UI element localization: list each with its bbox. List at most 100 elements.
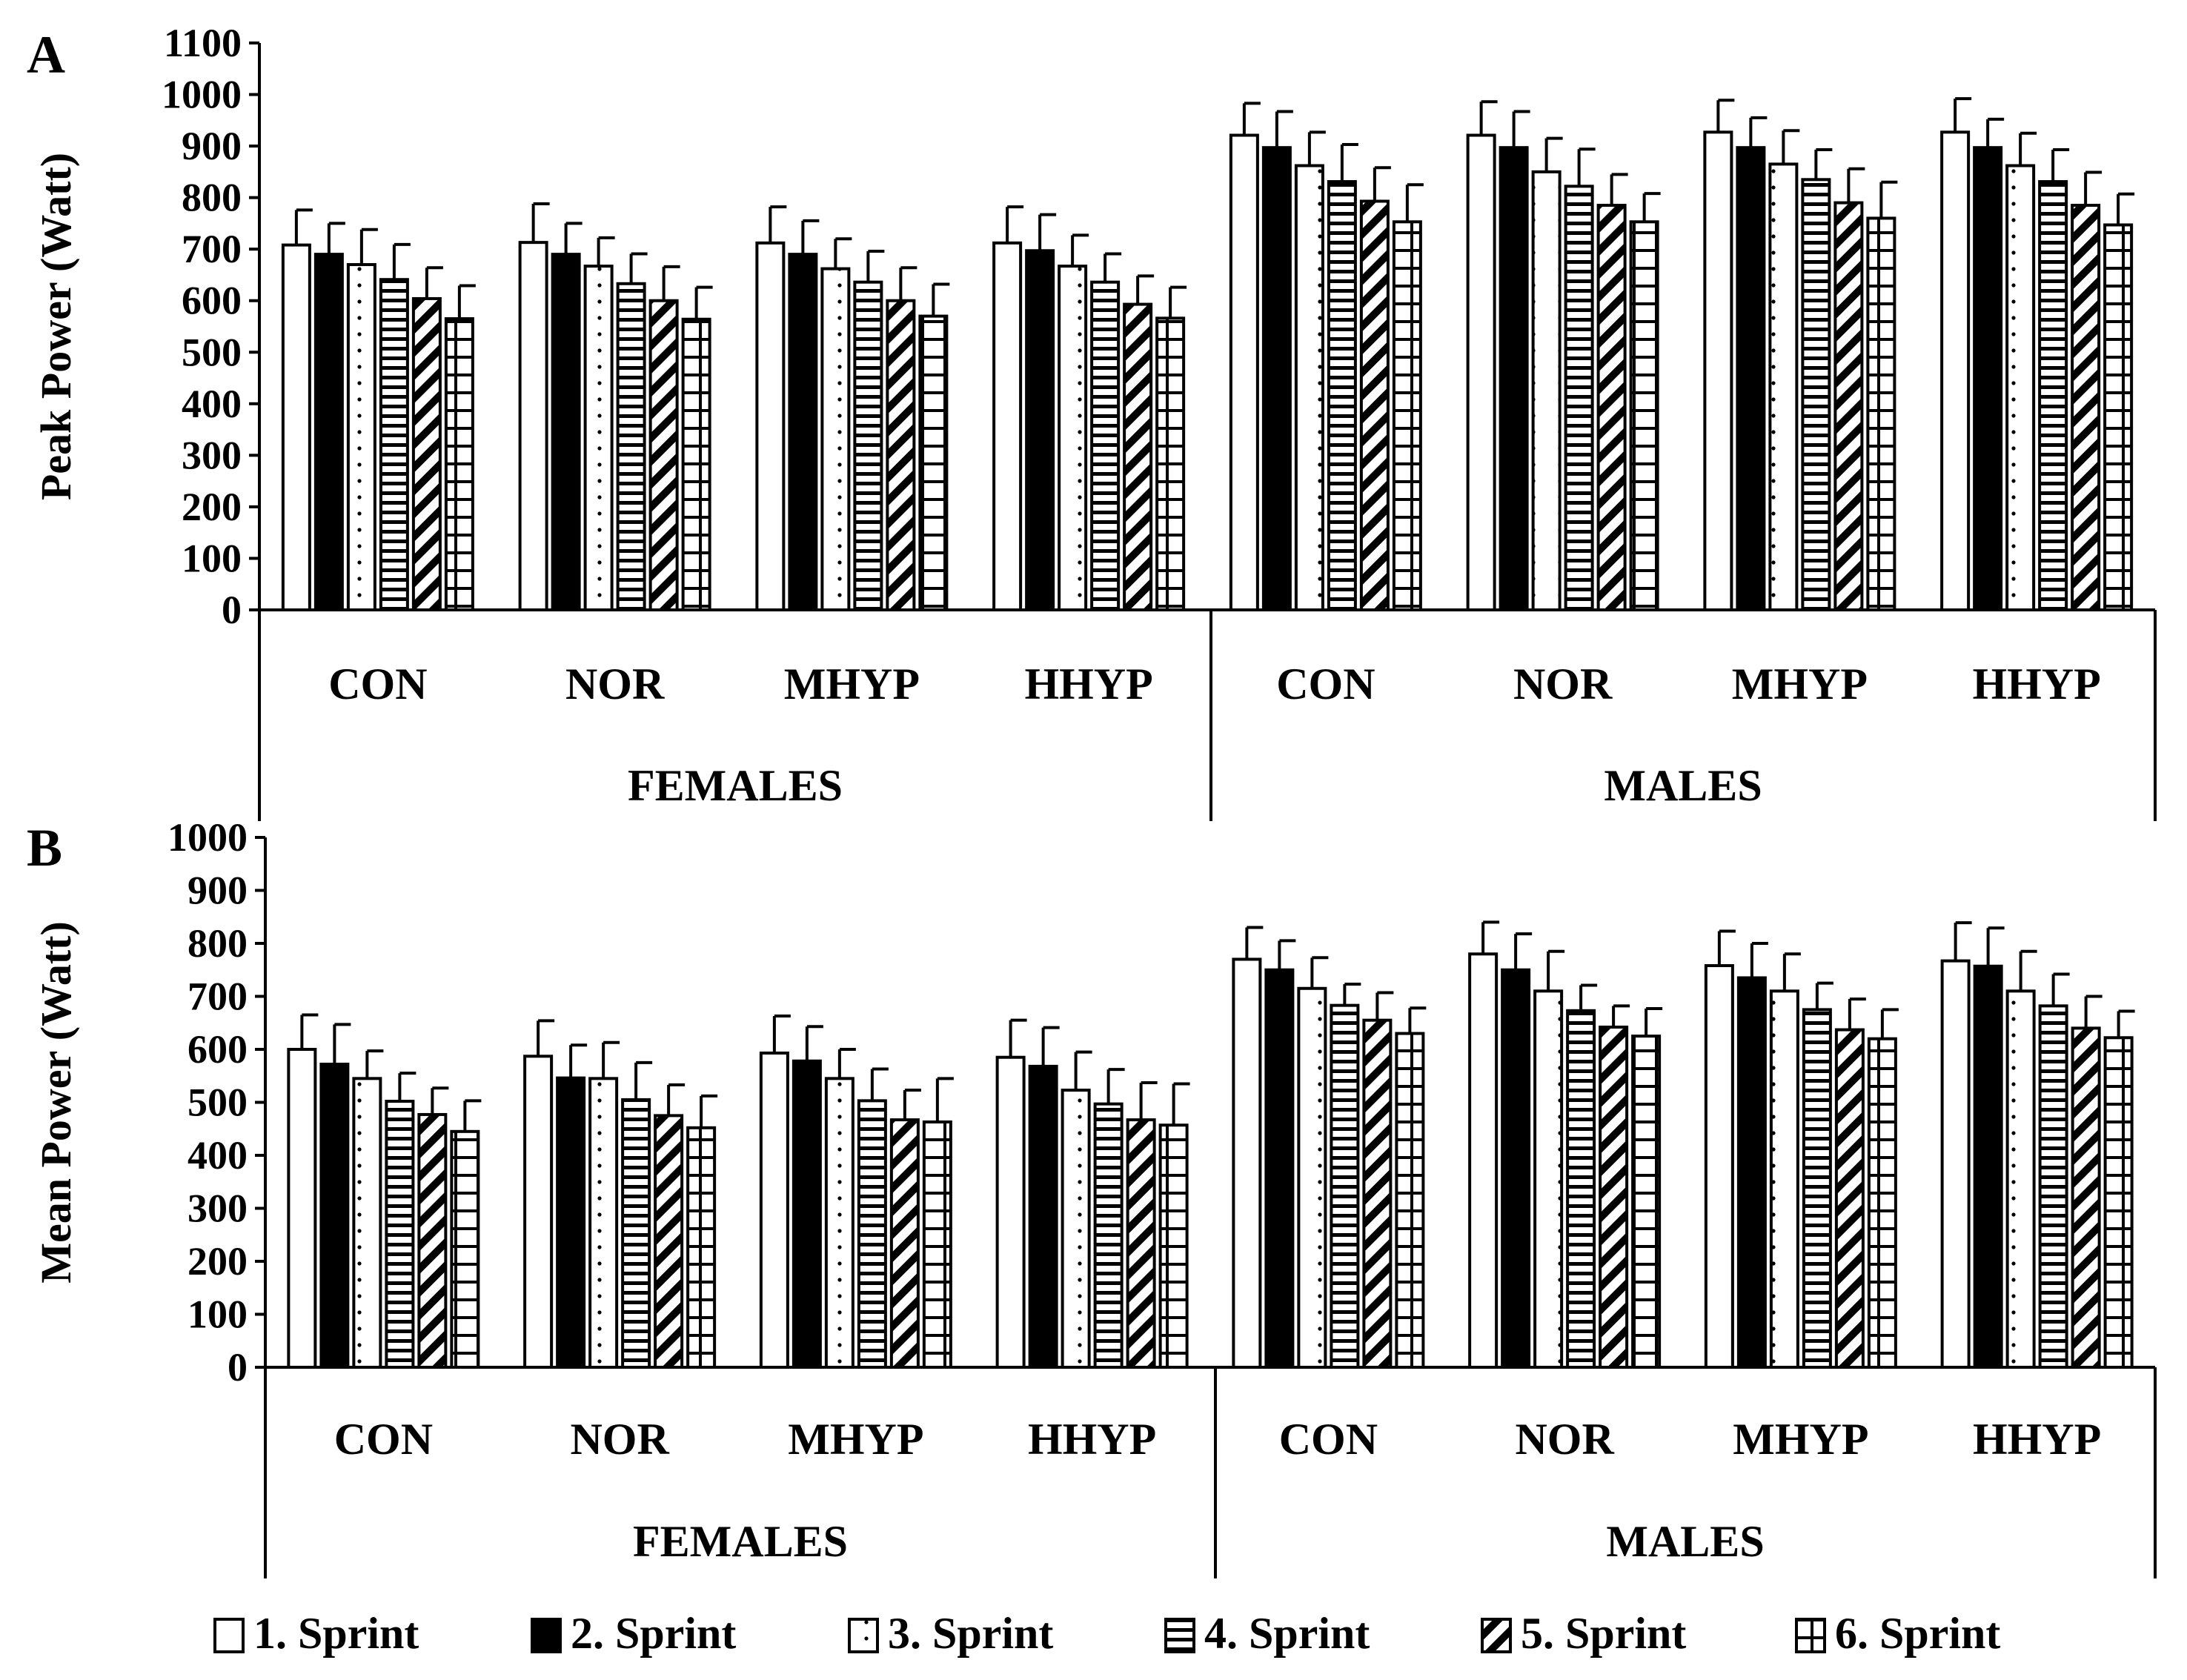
bar [2005, 989, 2036, 1369]
legend-swatch-sprint-1 [213, 1618, 245, 1653]
bar [1261, 146, 1292, 612]
bar [556, 1076, 586, 1369]
legend-label-sprint-4: 4. Sprint [1204, 1609, 1370, 1658]
bar [1126, 1118, 1156, 1369]
bar [1703, 130, 1733, 611]
bar [385, 1100, 415, 1369]
bar [2005, 164, 2036, 611]
y-tick-label: 1000 [167, 815, 248, 860]
x-category-label: CON [1276, 660, 1375, 708]
y-tick-label: 100 [187, 1292, 248, 1337]
x-category-label: MHYP [1732, 660, 1868, 708]
y-tick-label: 100 [182, 536, 242, 580]
bar [889, 1118, 920, 1369]
bar [1629, 220, 1659, 611]
bar [2071, 1026, 2101, 1369]
bar [287, 1048, 317, 1369]
y-tick-label: 600 [187, 1027, 248, 1072]
bar [755, 241, 786, 611]
y-tick-label: 700 [182, 227, 242, 271]
x-category-label: HHYP [1972, 660, 2100, 708]
bar [1327, 180, 1357, 611]
bar [1297, 986, 1327, 1369]
y-tick-label: 800 [182, 176, 242, 220]
x-category-label: CON [334, 1415, 433, 1464]
bar [1940, 130, 1971, 611]
y-tick-label: 900 [187, 869, 248, 913]
y-tick-label: 0 [228, 1345, 248, 1390]
bar [1566, 1009, 1596, 1369]
bar [791, 1059, 822, 1369]
bar [1866, 216, 1896, 612]
bar [1768, 162, 1799, 611]
bar [551, 253, 581, 611]
x-category-label: HHYP [1028, 1415, 1156, 1464]
bar [1025, 249, 1055, 611]
bar [1801, 178, 1831, 611]
y-axis-title: Peak Power (Watt) [32, 153, 80, 500]
group-label: FEMALES [628, 761, 843, 810]
y-tick-label: 400 [182, 382, 242, 426]
bar [411, 296, 442, 611]
y-axis-title: Mean Power (Watt) [32, 921, 80, 1284]
bar [417, 1112, 448, 1369]
bar [588, 1077, 619, 1369]
bar [1736, 976, 1767, 1369]
legend-swatch-sprint-2 [531, 1618, 562, 1653]
bar [992, 241, 1023, 611]
legend-swatch-sprint-6 [1795, 1618, 1826, 1653]
bar [1158, 1123, 1189, 1369]
group-label: MALES [1604, 761, 1762, 810]
y-tick-label: 200 [182, 485, 242, 529]
bar [1294, 164, 1324, 611]
legend-label-sprint-6: 6. Sprint [1835, 1609, 2000, 1658]
x-category-label: NOR [1513, 660, 1613, 708]
x-category-label: NOR [565, 660, 665, 708]
bar [1596, 204, 1627, 611]
bar [1802, 1008, 1832, 1369]
bar [1093, 1102, 1124, 1369]
y-tick-label: 800 [187, 921, 248, 966]
legend-label-sprint-1: 1. Sprint [253, 1609, 419, 1658]
bar [1501, 968, 1531, 1369]
bar [1466, 133, 1496, 611]
bar [853, 280, 883, 611]
x-category-label: NOR [1515, 1415, 1614, 1464]
bar [1330, 1003, 1360, 1369]
bar [1359, 199, 1390, 612]
bar [918, 314, 949, 611]
bar [788, 253, 818, 611]
bar [1973, 964, 2003, 1369]
legend-swatch-sprint-5 [1481, 1618, 1512, 1653]
y-tick-label: 200 [187, 1239, 248, 1284]
bar [1028, 1064, 1058, 1369]
legend-label-sprint-3: 3. Sprint [888, 1609, 1053, 1658]
bar [1058, 265, 1088, 611]
bar [621, 1098, 651, 1369]
legend-item-sprint-6: 6. Sprint [1795, 1609, 2000, 1658]
y-tick-label: 0 [222, 588, 242, 632]
bar [2103, 1036, 2134, 1369]
group-label: FEMALES [633, 1517, 848, 1566]
y-tick-label: 300 [182, 433, 242, 477]
bar [523, 1055, 554, 1369]
x-category-label: HHYP [1973, 1415, 2101, 1464]
bar [352, 1077, 382, 1369]
y-tick-label: 1000 [162, 73, 242, 117]
legend-label-sprint-2: 2. Sprint [571, 1609, 736, 1658]
legend: 1. Sprint 2. Sprint 3. Sprint 4. Sprint … [213, 1609, 2000, 1658]
bar [886, 299, 916, 611]
bar [1468, 952, 1499, 1369]
bar [2071, 204, 2101, 611]
bar [1631, 1035, 1662, 1369]
bar [1499, 146, 1529, 612]
legend-item-sprint-3: 3. Sprint [848, 1609, 1053, 1658]
bar [313, 253, 344, 611]
bar [1531, 170, 1562, 611]
bar [1736, 146, 1766, 612]
y-tick-label: 500 [187, 1080, 248, 1125]
group-label: MALES [1606, 1517, 1764, 1566]
bar [518, 241, 548, 611]
bar [1392, 220, 1422, 611]
x-category-label: NOR [570, 1415, 669, 1464]
